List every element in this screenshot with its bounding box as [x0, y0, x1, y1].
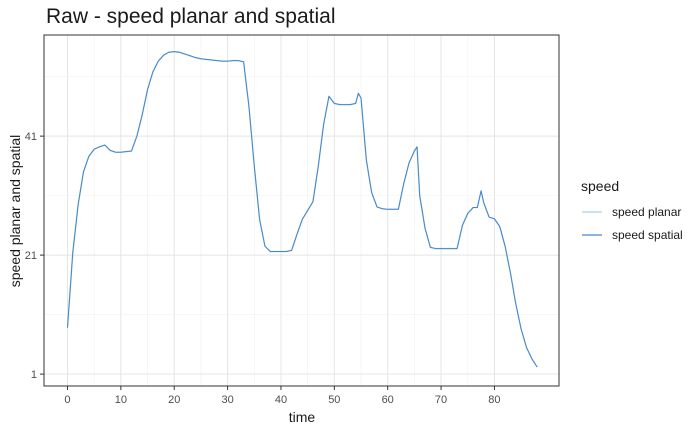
axis-layer: 0 10 20 30 40 50 60 70 80 1 21 41 — [25, 131, 501, 406]
series-layer — [66, 50, 538, 368]
y-tick-label: 21 — [25, 250, 37, 262]
legend-title: speed — [581, 178, 620, 194]
y-axis-title: speed planar and spatial — [7, 135, 23, 288]
chart-title: Raw - speed planar and spatial — [46, 5, 336, 28]
legend-keys — [582, 211, 602, 236]
series-line-speed-spatial — [66, 51, 538, 368]
x-tick-label: 30 — [221, 394, 233, 406]
legend-label-speed-planar: speed planar — [612, 205, 682, 219]
x-tick-label: 0 — [64, 394, 70, 406]
y-tick-label: 1 — [31, 369, 37, 381]
legend-label-speed-spatial: speed spatial — [612, 228, 683, 242]
y-tick-label: 41 — [25, 131, 37, 143]
x-tick-label: 60 — [382, 394, 394, 406]
x-axis-title: time — [289, 409, 316, 425]
panel-border — [43, 34, 560, 387]
grid-layer — [44, 35, 559, 386]
x-tick-label: 40 — [275, 394, 287, 406]
x-tick-label: 10 — [115, 394, 127, 406]
x-tick-label: 50 — [328, 394, 340, 406]
series-line-speed-planar — [66, 50, 538, 368]
x-tick-label: 80 — [488, 394, 500, 406]
x-tick-label: 70 — [435, 394, 447, 406]
x-tick-label: 20 — [168, 394, 180, 406]
